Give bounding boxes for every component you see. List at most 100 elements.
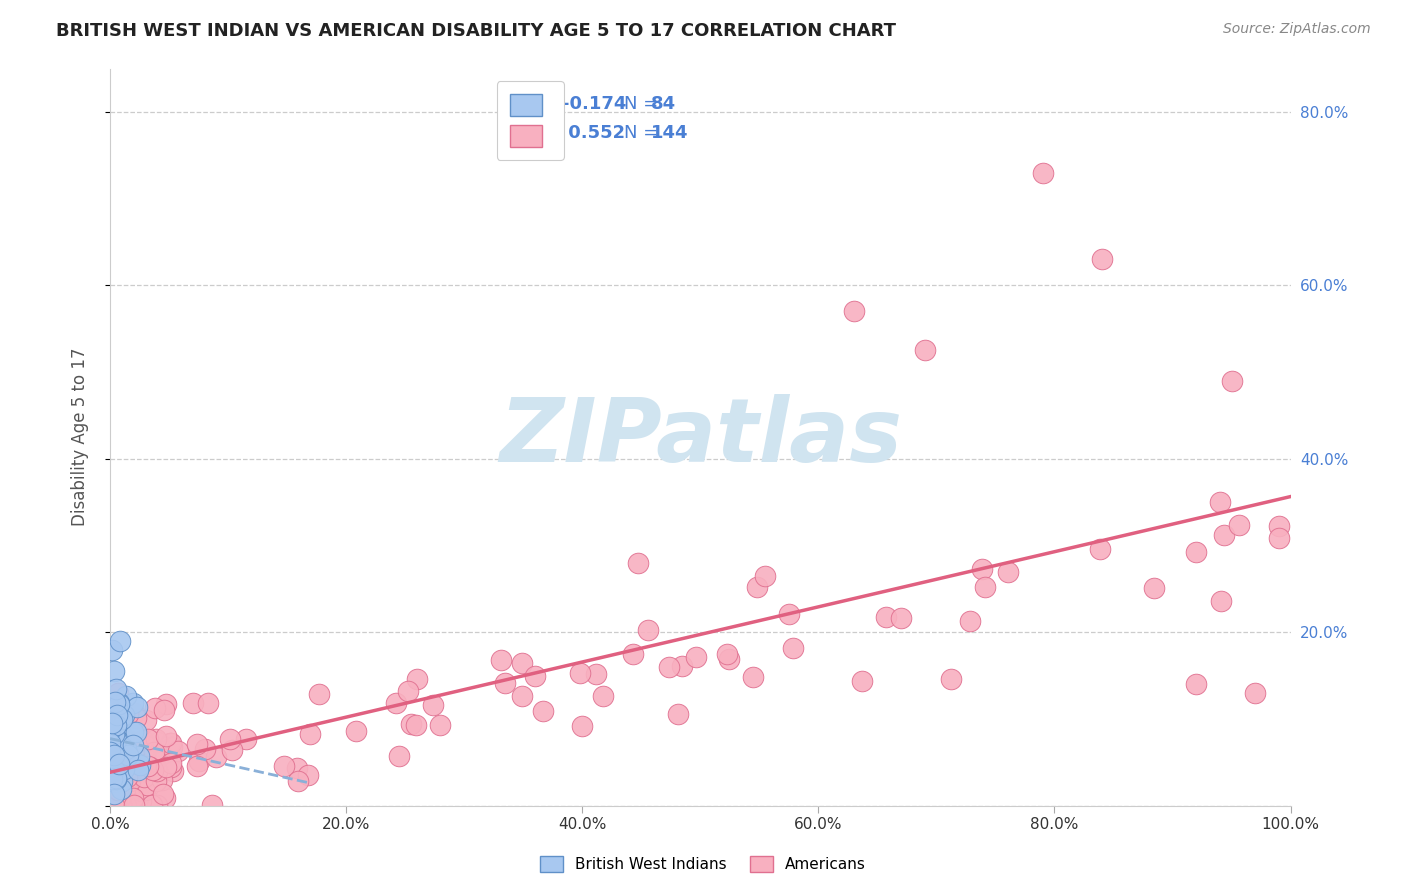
Point xyxy=(959,614,981,628)
Text: Source: ZipAtlas.com: Source: ZipAtlas.com xyxy=(1223,22,1371,37)
Point xyxy=(101,738,124,752)
Point xyxy=(399,716,422,731)
Point xyxy=(1268,519,1291,533)
Point xyxy=(103,734,125,748)
Point xyxy=(108,757,131,772)
Point xyxy=(122,748,145,763)
Point xyxy=(108,790,131,805)
Point xyxy=(1143,581,1166,595)
Point xyxy=(136,739,159,753)
Point xyxy=(104,694,127,708)
Point xyxy=(101,753,124,767)
Point xyxy=(127,764,149,778)
Point xyxy=(1212,528,1234,542)
Point xyxy=(139,760,162,774)
Point xyxy=(103,719,125,733)
Text: R =: R = xyxy=(529,124,568,143)
Point xyxy=(138,731,160,746)
Point xyxy=(107,686,129,700)
Point xyxy=(134,782,156,797)
Point xyxy=(100,755,122,769)
Point xyxy=(107,760,129,774)
Point xyxy=(914,343,936,358)
Point xyxy=(100,775,122,789)
Point xyxy=(98,728,121,742)
Point xyxy=(160,736,183,750)
Point xyxy=(112,771,135,785)
Point xyxy=(117,747,139,762)
Point xyxy=(122,706,145,721)
Point xyxy=(110,755,132,769)
Legend: British West Indians, Americans: British West Indians, Americans xyxy=(533,848,873,880)
Point xyxy=(143,701,166,715)
Point xyxy=(146,797,169,812)
Point xyxy=(108,738,131,752)
Point xyxy=(101,716,124,731)
Point xyxy=(115,797,138,812)
Point xyxy=(396,684,419,698)
Point xyxy=(101,717,124,731)
Point xyxy=(287,774,309,789)
Legend: , : , xyxy=(496,81,564,160)
Point xyxy=(104,774,127,789)
Point xyxy=(111,731,134,745)
Point xyxy=(637,623,659,637)
Point xyxy=(160,740,183,755)
Point xyxy=(186,737,208,751)
Point xyxy=(103,787,125,801)
Point xyxy=(129,758,152,772)
Point xyxy=(104,681,127,696)
Point xyxy=(1209,495,1232,509)
Point xyxy=(524,669,547,683)
Point xyxy=(104,797,127,812)
Point xyxy=(344,723,367,738)
Point xyxy=(299,727,322,741)
Point xyxy=(101,709,124,723)
Point xyxy=(101,772,124,786)
Point xyxy=(970,562,993,576)
Point xyxy=(101,715,124,730)
Point xyxy=(155,729,177,743)
Point xyxy=(494,676,516,690)
Point xyxy=(1185,677,1208,691)
Point xyxy=(105,748,128,763)
Point xyxy=(101,733,124,747)
Point xyxy=(100,745,122,759)
Point xyxy=(571,719,593,733)
Point xyxy=(104,794,127,808)
Point xyxy=(112,708,135,723)
Point xyxy=(155,697,177,711)
Point xyxy=(112,750,135,764)
Point xyxy=(115,770,138,784)
Point xyxy=(108,714,131,729)
Text: 84: 84 xyxy=(651,95,676,113)
Point xyxy=(103,713,125,727)
Point xyxy=(621,648,644,662)
Point xyxy=(100,742,122,756)
Point xyxy=(145,764,167,778)
Point xyxy=(146,735,169,749)
Point xyxy=(167,744,190,758)
Point xyxy=(778,607,800,622)
Point xyxy=(510,689,533,703)
Point xyxy=(658,660,681,674)
Point xyxy=(115,741,138,756)
Point xyxy=(115,770,138,784)
Point xyxy=(718,652,741,666)
Point xyxy=(118,733,141,747)
Point xyxy=(221,743,243,757)
Point xyxy=(188,754,211,768)
Point xyxy=(152,787,174,801)
Point xyxy=(115,689,138,703)
Point xyxy=(627,557,650,571)
Point xyxy=(104,731,127,746)
Point xyxy=(101,747,124,761)
Point xyxy=(308,687,330,701)
Point xyxy=(218,731,240,746)
Point xyxy=(145,773,167,788)
Point xyxy=(104,732,127,747)
Point xyxy=(129,794,152,808)
Point xyxy=(105,772,128,786)
Point xyxy=(128,748,150,763)
Text: 144: 144 xyxy=(651,124,689,143)
